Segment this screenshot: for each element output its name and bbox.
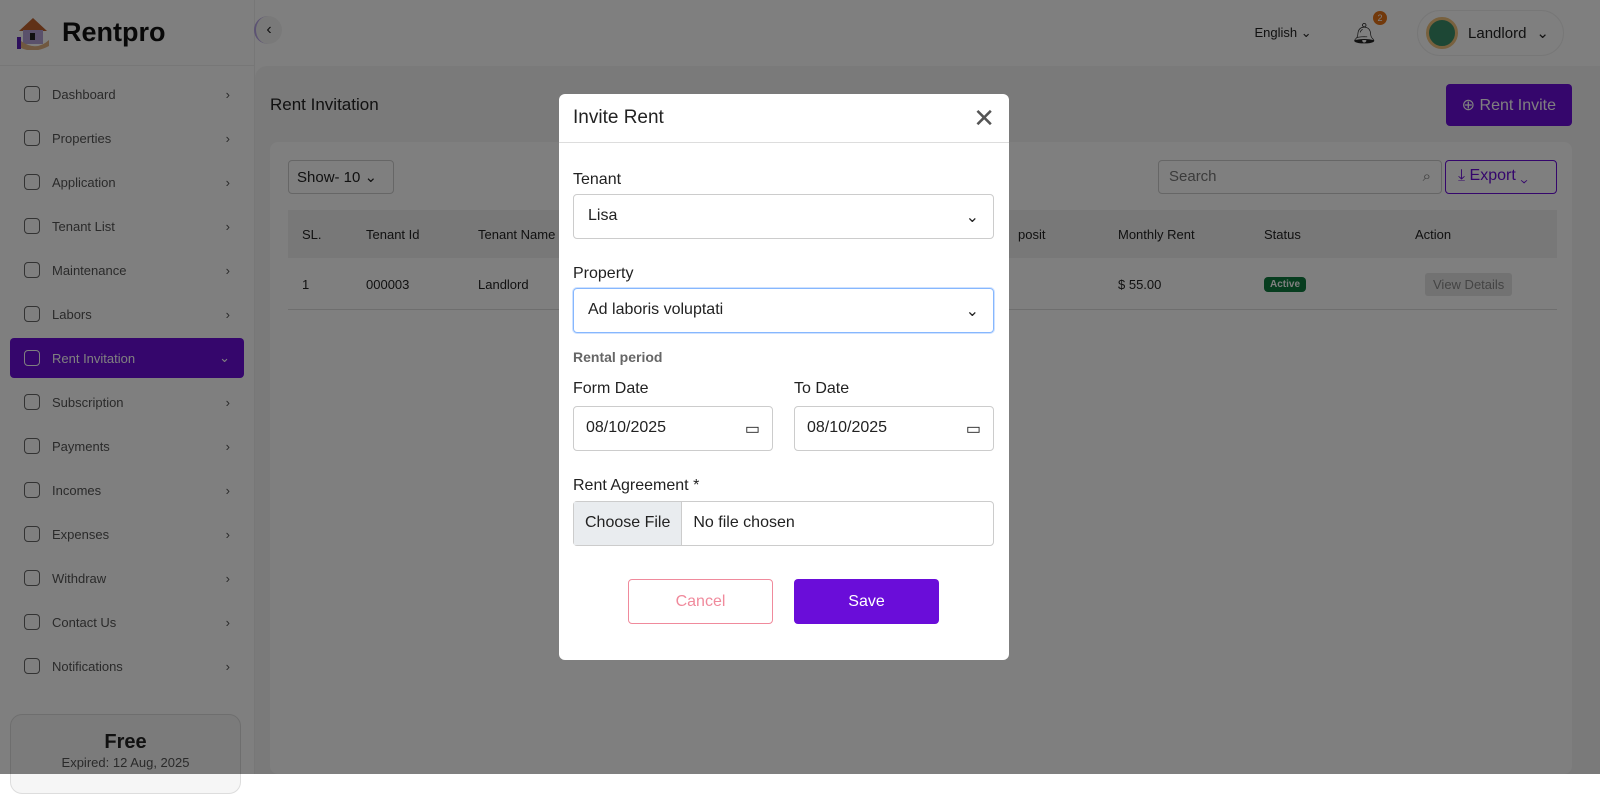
chevron-down-icon: ⌄ bbox=[965, 303, 979, 320]
tenant-value: Lisa bbox=[588, 207, 618, 224]
from-date-input[interactable]: 08/10/2025 ▭ bbox=[573, 406, 773, 451]
property-label: Property bbox=[573, 265, 634, 282]
cancel-button[interactable]: Cancel bbox=[628, 579, 773, 624]
from-date-value: 08/10/2025 bbox=[586, 419, 667, 436]
to-date-value: 08/10/2025 bbox=[807, 419, 888, 436]
save-button[interactable]: Save bbox=[794, 579, 939, 624]
invite-rent-modal: Invite Rent ✕ Tenant Lisa ⌄ Property Ad la… bbox=[559, 94, 1009, 660]
file-status: No file chosen bbox=[693, 514, 795, 531]
property-select[interactable]: Ad laboris voluptati ⌄ bbox=[573, 288, 994, 333]
from-date-label: Form Date bbox=[573, 380, 649, 397]
to-date-label: To Date bbox=[794, 380, 850, 397]
tenant-label: Tenant bbox=[573, 171, 622, 188]
close-icon[interactable]: ✕ bbox=[973, 102, 995, 133]
choose-file-button[interactable]: Choose File bbox=[574, 502, 683, 545]
tenant-select[interactable]: Lisa ⌄ bbox=[573, 194, 994, 239]
agreement-file-input[interactable]: Choose File No file chosen bbox=[573, 501, 994, 546]
to-date-input[interactable]: 08/10/2025 ▭ bbox=[794, 406, 994, 451]
agreement-label: Rent Agreement * bbox=[573, 477, 700, 494]
property-value: Ad laboris voluptati bbox=[588, 301, 724, 318]
calendar-icon: ▭ bbox=[744, 421, 760, 438]
rental-period-heading: Rental period bbox=[573, 349, 663, 365]
modal-title: Invite Rent bbox=[573, 107, 664, 128]
calendar-icon: ▭ bbox=[965, 421, 981, 438]
chevron-down-icon: ⌄ bbox=[965, 209, 979, 226]
